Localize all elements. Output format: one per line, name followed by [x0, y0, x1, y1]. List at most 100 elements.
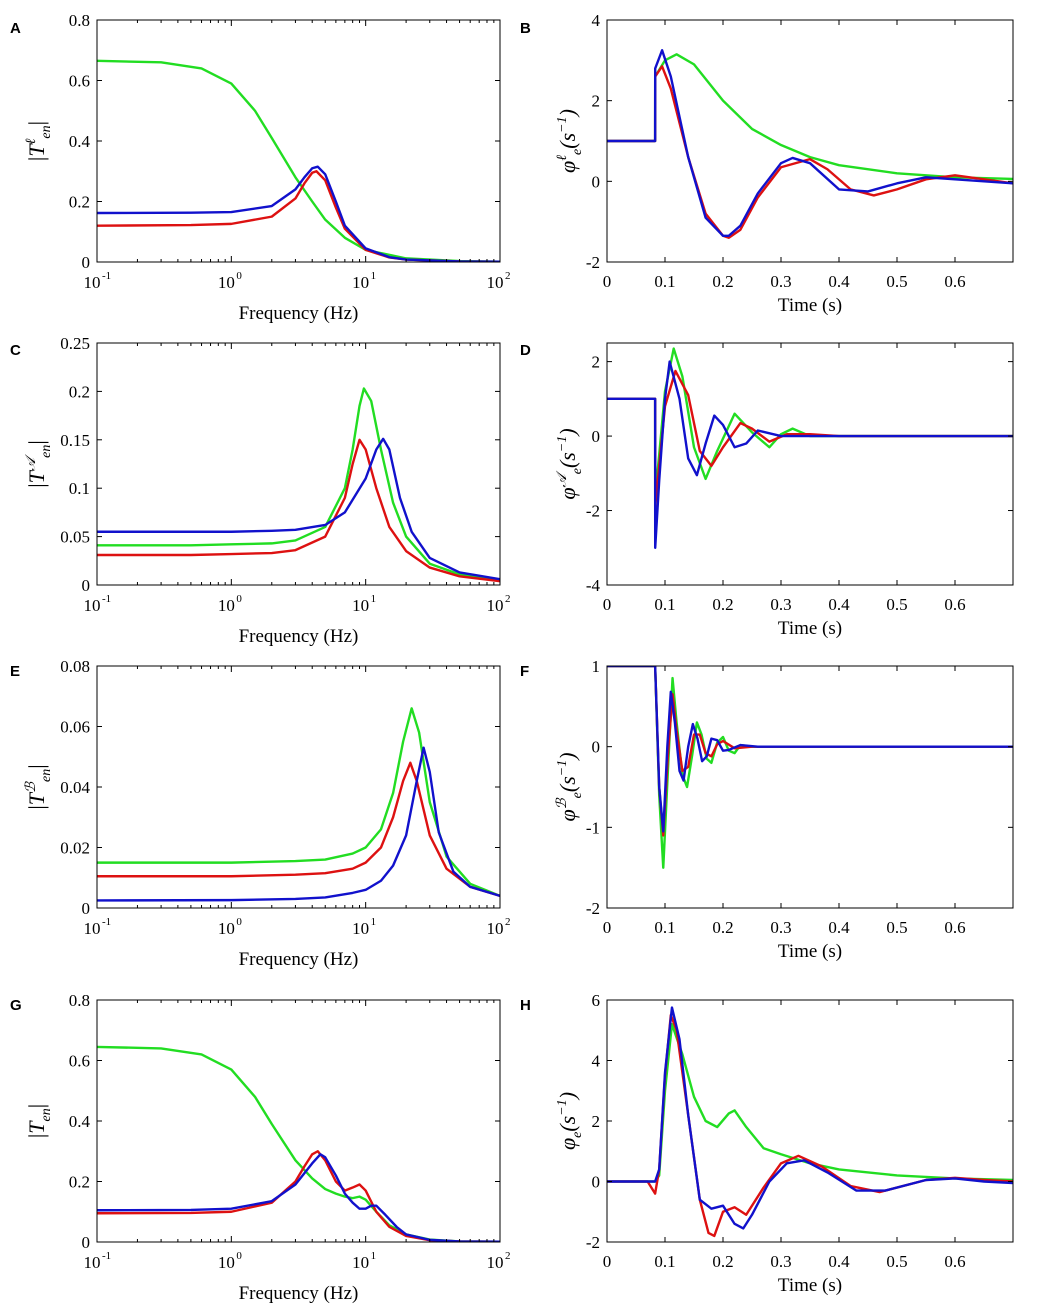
- x-tick-label: 0.5: [886, 1252, 907, 1271]
- x-tick-label: 10: [218, 1253, 235, 1272]
- x-tick-label: 0.2: [712, 272, 733, 291]
- y-label-part: e: [570, 468, 585, 474]
- x-tick-exponent: -1: [102, 270, 111, 282]
- y-tick-label: 0.6: [69, 1052, 90, 1071]
- x-tick-exponent: 0: [236, 916, 242, 928]
- y-label-part: T: [24, 791, 49, 805]
- x-tick-label: 0.5: [886, 918, 907, 937]
- x-tick-exponent: -1: [102, 1250, 111, 1262]
- x-tick-label: 0.2: [712, 918, 733, 937]
- y-label-part: ): [555, 752, 580, 761]
- y-tick-label: 0: [82, 253, 91, 272]
- y-tick-label: 0.2: [69, 382, 90, 401]
- y-tick-label: 0: [592, 738, 601, 757]
- y-label-part: −1: [555, 760, 570, 776]
- y-label-part: ℓ: [24, 138, 39, 144]
- x-tick-label: 10: [218, 919, 235, 938]
- y-label-part: T: [24, 469, 49, 483]
- y-tick-label: 0.6: [69, 72, 90, 91]
- y-label-part: ): [555, 428, 580, 437]
- x-axis-label: Frequency (Hz): [239, 303, 359, 324]
- panel-letter: B: [520, 20, 531, 37]
- x-tick-label: 10: [487, 273, 504, 292]
- y-label-part: |: [24, 1134, 49, 1138]
- y-tick-label: -4: [586, 576, 601, 595]
- y-axis-label: |Tℓen|: [24, 121, 54, 161]
- y-tick-label: 0.1: [69, 479, 90, 498]
- y-label-part: 𝒜: [555, 470, 570, 487]
- x-tick-exponent: 1: [371, 270, 377, 282]
- x-tick-label: 0: [603, 918, 612, 937]
- x-tick-label: 0.6: [944, 918, 965, 937]
- x-axis-label: Frequency (Hz): [239, 1283, 359, 1304]
- y-label-part: ℬ: [24, 781, 39, 793]
- x-tick-exponent: 2: [505, 270, 511, 282]
- y-label-part: |: [24, 805, 49, 809]
- y-label-part: en: [39, 1108, 54, 1121]
- y-label-part: e: [570, 149, 585, 155]
- panel-letter: F: [520, 663, 529, 680]
- y-label-part: e: [570, 1132, 585, 1138]
- x-tick-label: 0.4: [828, 918, 850, 937]
- axes-frame: [606, 342, 1014, 586]
- x-axis-label: Time (s): [778, 618, 842, 639]
- series-line-blue: [97, 1153, 500, 1242]
- x-tick-label: 10: [352, 919, 369, 938]
- y-label-part: φ: [555, 161, 580, 173]
- panel-letter: D: [520, 342, 531, 359]
- y-tick-label: 0.8: [69, 991, 90, 1010]
- x-tick-exponent: 0: [236, 270, 242, 282]
- y-label-part: (s: [555, 452, 580, 468]
- y-axis-label: φe(s−1): [555, 1092, 585, 1150]
- x-axis-label: Frequency (Hz): [239, 626, 359, 647]
- series-line-blue: [97, 165, 500, 262]
- x-tick-label: 0.1: [654, 918, 675, 937]
- x-tick-exponent: -1: [102, 593, 111, 605]
- panel-letter: E: [10, 663, 20, 680]
- x-tick-label: 10: [487, 596, 504, 615]
- y-tick-label: 0.02: [60, 839, 90, 858]
- y-tick-label: 0: [82, 576, 91, 595]
- axes-frame: [606, 19, 1014, 263]
- y-label-part: en: [39, 445, 54, 458]
- y-axis-label: φℓe(s−1): [555, 109, 585, 173]
- y-label-part: |: [24, 1104, 49, 1108]
- x-tick-label: 0.1: [654, 272, 675, 291]
- y-label-part: |: [24, 440, 49, 444]
- x-tick-label: 10: [487, 919, 504, 938]
- x-tick-label: 0.4: [828, 272, 850, 291]
- y-label-part: ): [555, 109, 580, 118]
- y-label-part: |: [24, 157, 49, 161]
- y-tick-label: 0.2: [69, 1173, 90, 1192]
- panel-letter: A: [10, 20, 21, 37]
- x-tick-label: 0: [603, 595, 612, 614]
- x-tick-exponent: 2: [505, 916, 511, 928]
- y-label-part: (s: [555, 776, 580, 792]
- panel-d: D -4 -2 0 2 0 0.1 0.2 0.3 0.4 0.5 0.6 Time (s) φ𝒜e(s−…: [520, 342, 1014, 639]
- x-tick-label: 0: [603, 272, 612, 291]
- series-line-red: [97, 438, 500, 583]
- y-tick-label: 0: [82, 899, 91, 918]
- y-label-part: ℬ: [555, 797, 570, 809]
- x-tick-exponent: 1: [371, 1250, 377, 1262]
- y-axis-label: |Ten|: [24, 1104, 54, 1138]
- axes-frame: [606, 665, 1014, 909]
- y-tick-label: -2: [586, 253, 600, 272]
- y-axis-label: φ𝒜e(s−1): [555, 428, 585, 499]
- x-tick-label: 0.5: [886, 595, 907, 614]
- y-tick-label: 0.4: [69, 132, 91, 151]
- y-label-part: (s: [555, 133, 580, 149]
- y-label-part: −1: [555, 116, 570, 132]
- series-line-red: [97, 761, 500, 898]
- y-tick-label: 0: [82, 1233, 91, 1252]
- y-tick-label: 4: [592, 1052, 601, 1071]
- y-tick-label: -2: [586, 1233, 600, 1252]
- y-label-part: T: [24, 143, 49, 157]
- series-line-green: [97, 59, 500, 262]
- y-tick-label: 0.15: [60, 431, 90, 450]
